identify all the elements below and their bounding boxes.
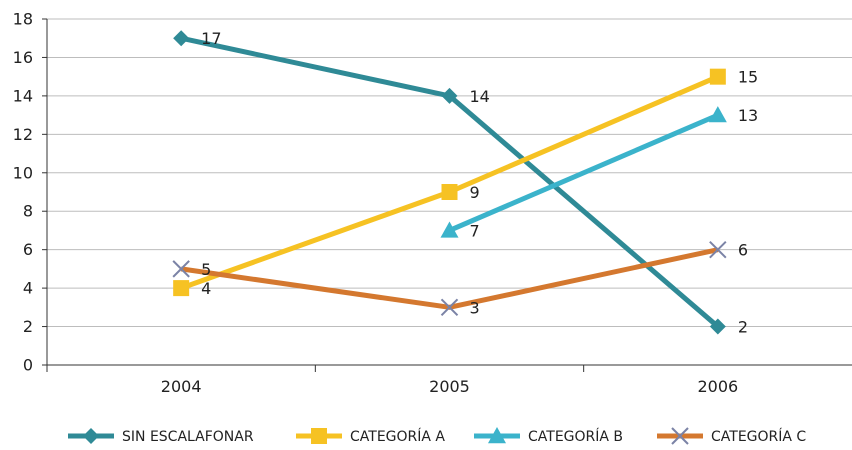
data-label: 17: [201, 29, 221, 48]
data-label: 3: [470, 298, 480, 317]
data-point-marker: [709, 240, 727, 259]
data-label: 7: [470, 221, 480, 240]
data-label: 6: [738, 241, 748, 260]
series-categoria-c: [172, 240, 727, 317]
grid-lines: [47, 18, 852, 328]
data-point-marker: [441, 184, 458, 200]
legend-item-categoria-a: CATEGORÍA A: [296, 428, 445, 445]
legend-marker: [311, 428, 327, 444]
legend-label: CATEGORÍA C: [711, 428, 806, 445]
legend-label: CATEGORÍA A: [350, 428, 445, 445]
data-point-marker: [172, 260, 190, 278]
data-label: 15: [738, 68, 758, 87]
legend-item-categoria-c: CATEGORÍA C: [657, 427, 806, 445]
y-tick-label: 12: [13, 125, 33, 144]
data-point-marker: [173, 280, 190, 297]
marker-stroke: [440, 298, 459, 317]
data-label: 5: [201, 260, 211, 279]
y-tick-label: 18: [13, 10, 33, 29]
x-tick-label: 2005: [429, 377, 470, 396]
data-point-marker: [440, 221, 459, 238]
legend-label: SIN ESCALAFONAR: [122, 429, 254, 445]
series-categoria-a: [173, 68, 726, 297]
marker-stroke: [671, 427, 689, 445]
x-tick-label: 2006: [697, 377, 738, 396]
marker-stroke: [709, 240, 727, 259]
legend: SIN ESCALAFONAR CATEGORÍA A CATEGORÍA B CAT…: [68, 427, 806, 445]
y-tick-label: 14: [13, 86, 33, 105]
data-labels: 17 14 2 4 9 15 7 13 5 3 6: [201, 29, 758, 336]
y-tick-label: 10: [13, 163, 33, 182]
data-label: 2: [738, 318, 748, 337]
series-sin-escalafonar: [173, 30, 726, 335]
data-label: 13: [738, 106, 758, 125]
x-tick-label: 2004: [161, 377, 202, 396]
y-tick-label: 4: [23, 279, 33, 298]
series-group: [172, 30, 727, 335]
y-axis-ticks: 0 2 4 6 8 10 12 14 16 18: [13, 10, 47, 375]
data-point-marker: [440, 298, 459, 317]
x-axis-ticks: 2004 2005 2006: [46, 365, 738, 396]
legend-label: CATEGORÍA B: [528, 428, 623, 445]
series-categoria-b: [440, 106, 727, 238]
data-point-marker: [708, 106, 727, 123]
data-label: 4: [201, 279, 211, 298]
legend-item-sin-escalafonar: SIN ESCALAFONAR: [68, 428, 254, 445]
marker-stroke: [172, 260, 190, 278]
y-tick-label: 0: [23, 356, 33, 375]
y-tick-label: 6: [23, 240, 33, 259]
data-point-marker: [709, 68, 726, 85]
data-point-marker: [441, 87, 458, 104]
y-tick-label: 16: [13, 48, 33, 67]
y-tick-label: 2: [23, 317, 33, 336]
legend-marker: [671, 427, 689, 445]
legend-item-categoria-b: CATEGORÍA B: [474, 427, 623, 445]
data-label: 9: [470, 183, 480, 202]
data-point-marker: [173, 30, 190, 47]
legend-marker: [488, 427, 506, 444]
y-tick-label: 8: [23, 202, 33, 221]
series-line: [180, 35, 720, 329]
legend-marker: [83, 428, 99, 444]
series-line: [448, 112, 719, 233]
axes: [46, 19, 852, 366]
data-point-marker: [709, 318, 726, 335]
data-label: 14: [470, 87, 490, 106]
